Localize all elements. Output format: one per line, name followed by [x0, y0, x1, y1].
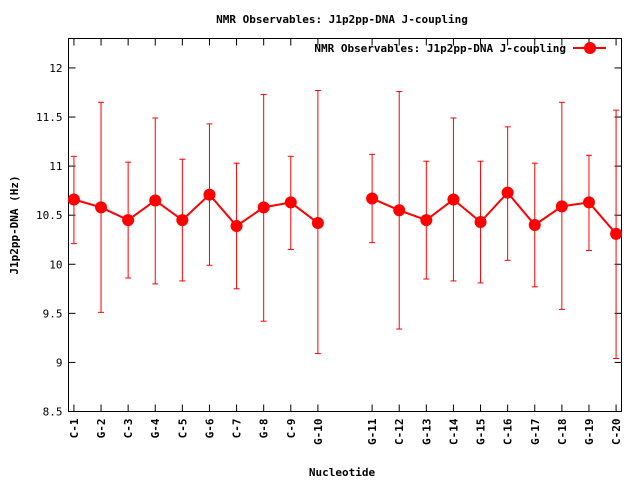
data-point: [528, 219, 541, 231]
x-tick-label: G-2: [95, 419, 108, 439]
data-point: [555, 200, 568, 213]
x-tick-label: C-12: [393, 419, 406, 446]
x-tick-label: G-17: [529, 419, 542, 446]
x-tick-label: G-15: [475, 419, 488, 446]
data-point: [203, 188, 216, 201]
x-tick-label: C-16: [502, 418, 515, 445]
x-tick-label: G-13: [420, 419, 433, 446]
legend: NMR Observables: J1p2pp-DNA J-coupling: [314, 42, 606, 55]
data-point: [149, 194, 162, 207]
x-tick-label: C-14: [447, 418, 460, 445]
data-point: [393, 204, 406, 217]
x-tick-label: G-19: [583, 419, 596, 446]
plot-frame: [68, 38, 622, 412]
data-point: [230, 219, 243, 232]
data-point: [501, 186, 514, 199]
x-tick-label: G-4: [149, 418, 162, 438]
data-point: [311, 217, 324, 230]
data-point: [122, 214, 135, 227]
y-tick-label: 11.5: [36, 111, 63, 124]
x-tick-label: C-1: [68, 418, 81, 438]
data-point: [284, 196, 297, 209]
x-tick-label: C-18: [556, 419, 569, 446]
y-tick-label: 11: [49, 160, 62, 173]
y-tick-label: 10.5: [36, 209, 63, 222]
data-point: [447, 193, 460, 206]
x-tick-label: G-8: [258, 419, 271, 439]
y-tick-label: 10: [49, 258, 62, 271]
y-tick-label: 9: [56, 356, 63, 369]
x-axis-label: Nucleotide: [309, 466, 376, 479]
x-tick-label: C-5: [176, 419, 189, 439]
x-tick-label: C-9: [285, 419, 298, 439]
x-tick-label: C-3: [122, 419, 135, 439]
y-tick-label: 12: [49, 62, 62, 75]
series-line: [73, 191, 617, 235]
chart-title: NMR Observables: J1p2pp-DNA J-coupling: [216, 13, 468, 26]
x-tick-label: G-11: [366, 418, 379, 445]
data-points: [67, 186, 623, 240]
x-tick-label: C-20: [610, 419, 623, 446]
legend-label: NMR Observables: J1p2pp-DNA J-coupling: [314, 42, 566, 55]
x-tick-label: G-6: [203, 418, 216, 438]
series-line-segment: [371, 191, 617, 235]
y-axis-ticks: 8.5 9 9.5 10 10.5 11 11.5 12: [36, 62, 622, 419]
y-tick-label: 9.5: [43, 307, 63, 320]
data-point: [67, 193, 80, 206]
data-point: [95, 201, 108, 214]
data-point: [474, 216, 487, 229]
data-point: [582, 196, 595, 209]
data-point: [366, 192, 379, 205]
legend-marker: [584, 42, 596, 54]
series-line-segment: [73, 193, 319, 228]
x-tick-label: G-10: [312, 419, 325, 446]
x-axis-ticks: C-1 G-2 C-3 G-4 C-5 G-6 C-7 G-8 C-9 G-10 G-11 C-12 G…: [68, 38, 623, 446]
data-point: [176, 214, 189, 227]
data-point: [420, 214, 433, 227]
x-tick-label: C-7: [231, 419, 244, 439]
y-tick-label: 8.5: [43, 406, 63, 419]
data-point: [257, 201, 270, 214]
data-point: [610, 227, 623, 240]
y-axis-label: J1p2pp-DNA (Hz): [8, 175, 21, 274]
